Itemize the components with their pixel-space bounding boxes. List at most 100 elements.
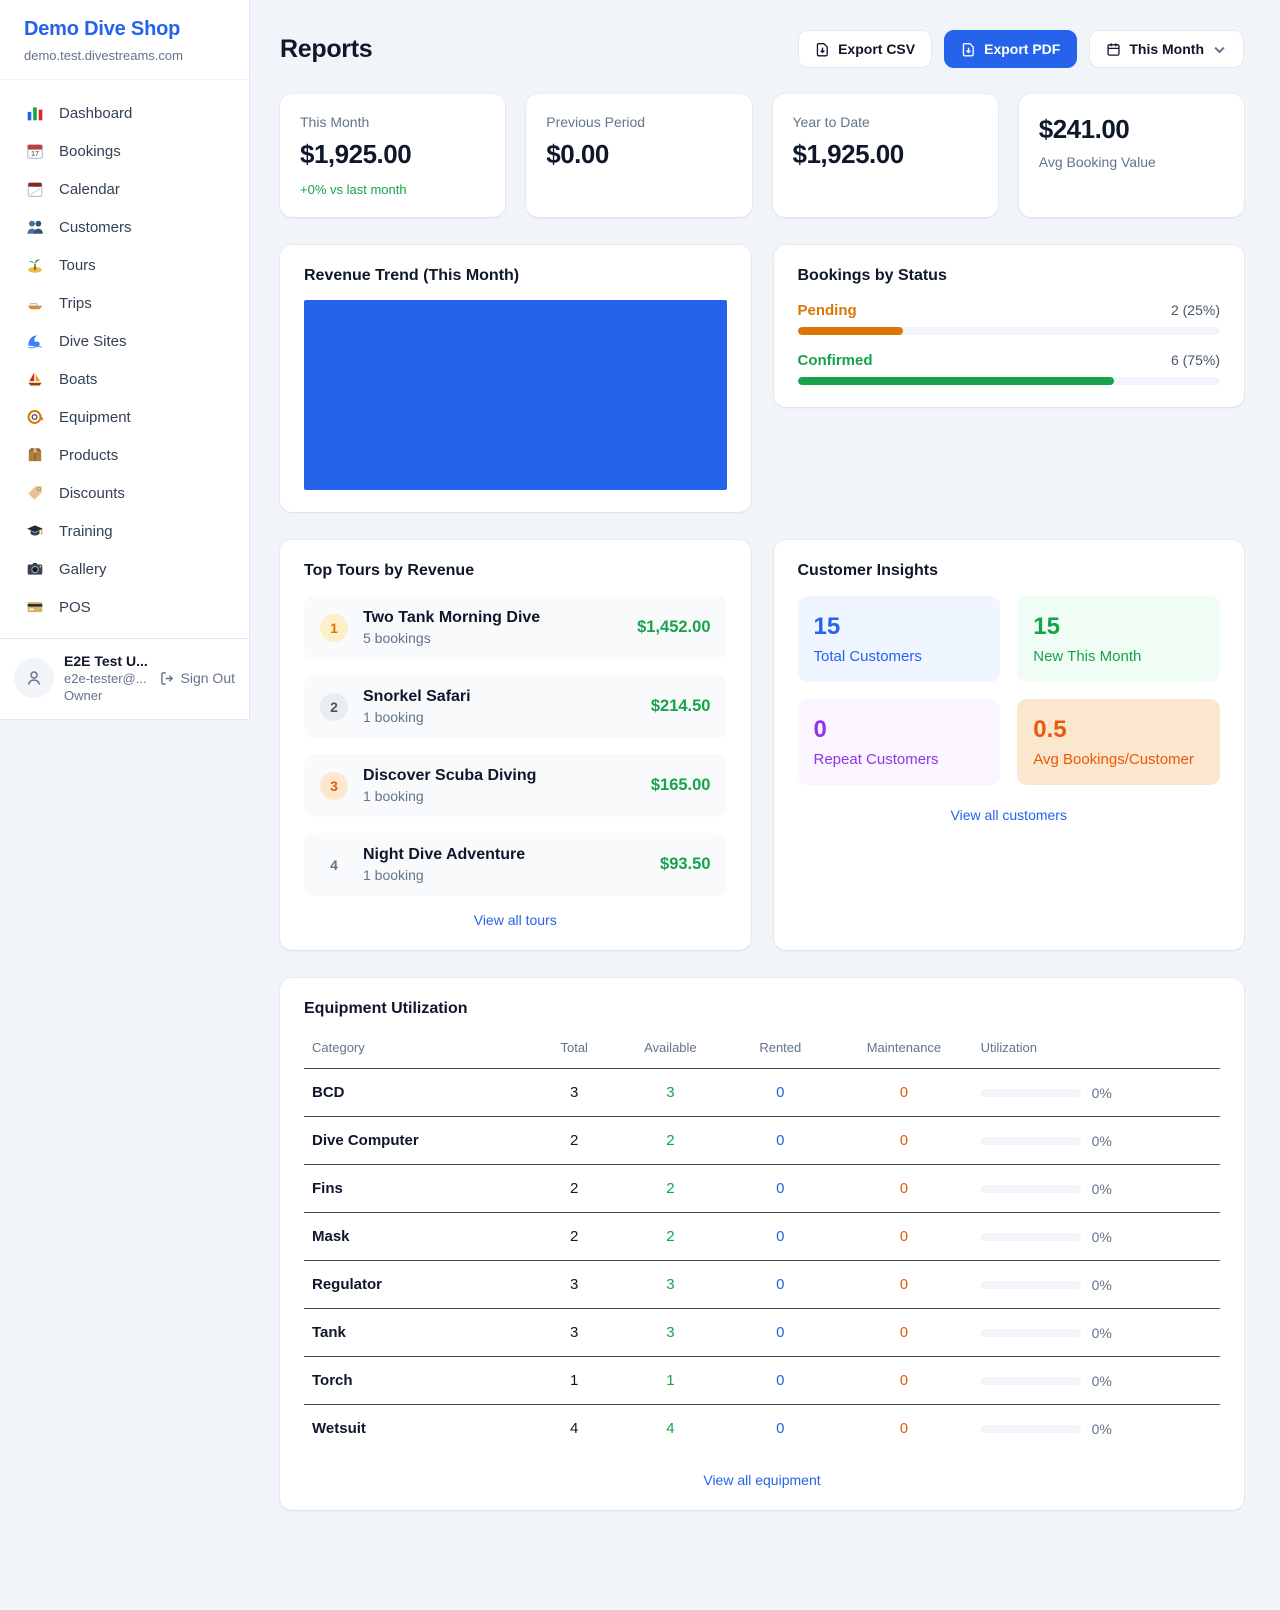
sidebar-item-trips[interactable]: Trips xyxy=(12,284,237,322)
tour-name: Two Tank Morning Dive xyxy=(363,609,541,626)
status-value: 6 (75%) xyxy=(1170,352,1220,368)
utilization-track xyxy=(980,1424,1081,1433)
graduation-cap-icon xyxy=(26,522,44,540)
cell-category: Regulator xyxy=(304,1260,533,1309)
utilization-cell: 0% xyxy=(980,1133,1212,1149)
sidebar-header: Demo Dive Shop demo.test.divestreams.com xyxy=(0,0,249,80)
tour-revenue: $165.00 xyxy=(650,776,711,794)
view-all-customers-link[interactable]: View all customers xyxy=(950,807,1067,823)
sidebar-item-label: Products xyxy=(59,446,119,464)
tile-value: 0.5 xyxy=(1033,716,1067,743)
export-csv-label: Export CSV xyxy=(838,41,916,57)
main-content: Reports Export CSV Export PDF This Month… xyxy=(250,0,1280,1550)
sidebar-item-calendar[interactable]: Calendar xyxy=(12,170,237,208)
sidebar-item-label: Gallery xyxy=(59,560,107,578)
column-header-rented: Rented xyxy=(725,1028,836,1069)
tour-bookings: 1 booking xyxy=(363,709,424,725)
sidebar-item-label: Boats xyxy=(59,370,98,388)
sidebar-item-customers[interactable]: Customers xyxy=(12,208,237,246)
bookings-by-status-title: Bookings by Status xyxy=(797,267,947,284)
revenue-trend-bar xyxy=(304,300,727,490)
cell-available: 2 xyxy=(615,1116,726,1165)
sidebar-item-boats[interactable]: Boats xyxy=(12,360,237,398)
tour-bookings: 5 bookings xyxy=(363,630,431,646)
dive-mask-icon xyxy=(26,408,44,426)
bar-chart-icon xyxy=(26,104,44,122)
period-selector[interactable]: This Month xyxy=(1089,30,1244,68)
sidebar-item-dive-sites[interactable]: Dive Sites xyxy=(12,322,237,360)
cell-category: Tank xyxy=(304,1308,533,1357)
customer-insights-title: Customer Insights xyxy=(797,562,938,579)
tour-bookings: 1 booking xyxy=(363,867,424,883)
view-all-equipment-link[interactable]: View all equipment xyxy=(703,1472,821,1488)
sidebar-item-label: Dashboard xyxy=(59,104,133,122)
sidebar-item-bookings[interactable]: 17 Bookings xyxy=(12,132,237,170)
sidebar-item-label: Tours xyxy=(59,256,96,274)
user-section: E2E Test U... e2e-tester@... Owner Sign … xyxy=(0,638,249,719)
sidebar-item-equipment[interactable]: Equipment xyxy=(12,398,237,436)
sidebar-item-products[interactable]: Products xyxy=(12,436,237,474)
stat-card-this-month: This Month $1,925.00 +0% vs last month xyxy=(280,94,506,217)
view-all-tours-link[interactable]: View all tours xyxy=(473,912,557,928)
tour-name: Discover Scuba Diving xyxy=(363,767,537,784)
sidebar-item-dashboard[interactable]: Dashboard xyxy=(12,94,237,132)
sidebar-item-gallery[interactable]: Gallery xyxy=(12,550,237,588)
export-pdf-button[interactable]: Export PDF xyxy=(944,30,1078,68)
status-label: Confirmed xyxy=(797,352,873,369)
top-tours-panel: Top Tours by Revenue 1 Two Tank Morning … xyxy=(280,540,751,950)
equipment-utilization-title: Equipment Utilization xyxy=(304,1000,468,1017)
export-pdf-label: Export PDF xyxy=(984,41,1061,57)
stat-value: $1,925.00 xyxy=(792,139,905,169)
svg-text:17: 17 xyxy=(31,149,39,158)
speedboat-icon xyxy=(26,294,44,312)
tour-name: Snorkel Safari xyxy=(363,688,471,705)
tile-avg-bookings-per-customer: 0.5 Avg Bookings/Customer xyxy=(1017,699,1220,785)
equipment-utilization-panel: Equipment Utilization Category Total Ava… xyxy=(280,978,1244,1510)
tag-icon xyxy=(26,484,44,502)
rank-badge: 3 xyxy=(320,771,348,800)
tile-repeat-customers: 0 Repeat Customers xyxy=(797,699,1001,785)
utilization-cell: 0% xyxy=(980,1228,1212,1245)
tour-list: 1 Two Tank Morning Dive 5 bookings $1,45… xyxy=(304,596,727,896)
cell-available: 2 xyxy=(615,1164,726,1213)
tour-name: Night Dive Adventure xyxy=(363,846,526,863)
tile-label: New This Month xyxy=(1033,648,1142,665)
page-title: Reports xyxy=(280,34,373,63)
sidebar-item-discounts[interactable]: Discounts xyxy=(12,474,237,512)
stat-card-previous-period: Previous Period $0.00 xyxy=(526,94,752,217)
column-header-total: Total xyxy=(533,1028,616,1069)
insights-row: Top Tours by Revenue 1 Two Tank Morning … xyxy=(280,540,1244,950)
tile-label: Repeat Customers xyxy=(813,751,939,768)
cell-maintenance: 0 xyxy=(899,1420,909,1437)
cell-maintenance: 0 xyxy=(835,1068,973,1117)
cell-rented: 0 xyxy=(776,1420,785,1437)
column-header-utilization: Utilization xyxy=(972,1028,1220,1069)
utilization-percent: 0% xyxy=(1091,1324,1112,1341)
tour-row: 4 Night Dive Adventure 1 booking $93.50 xyxy=(304,833,727,896)
sidebar-item-tours[interactable]: Tours xyxy=(12,246,237,284)
stat-label: Previous Period xyxy=(546,114,646,130)
cell-maintenance: 0 xyxy=(835,1308,973,1357)
export-csv-button[interactable]: Export CSV xyxy=(798,30,933,68)
sidebar-item-pos[interactable]: POS xyxy=(12,588,237,626)
utilization-percent: 0% xyxy=(1091,1180,1112,1197)
cell-total: 3 xyxy=(533,1308,616,1357)
rank-badge: 2 xyxy=(320,692,348,721)
table-row: Fins 2 2 0 0 0% xyxy=(304,1164,1220,1213)
sidebar-item-training[interactable]: Training xyxy=(12,512,237,550)
utilization-track xyxy=(980,1232,1081,1241)
cell-category: Wetsuit xyxy=(312,1420,366,1437)
utilization-percent: 0% xyxy=(1091,1228,1112,1245)
progress-track xyxy=(797,377,1220,385)
tour-row: 3 Discover Scuba Diving 1 booking $165.0… xyxy=(304,754,727,817)
insight-tiles: 15 Total Customers 15 New This Month 0 R… xyxy=(797,596,1220,785)
tile-new-this-month: 15 New This Month xyxy=(1017,596,1220,682)
sign-out-button[interactable]: Sign Out xyxy=(160,670,235,686)
table-row: Regulator 3 3 0 0 0% xyxy=(304,1260,1220,1309)
cell-rented: 0 xyxy=(725,1068,836,1117)
utilization-percent: 0% xyxy=(1091,1084,1112,1101)
utilization-percent: 0% xyxy=(1091,1276,1112,1293)
cell-category: Dive Computer xyxy=(304,1116,533,1165)
tile-total-customers: 15 Total Customers xyxy=(797,596,1001,682)
user-icon xyxy=(27,671,41,685)
